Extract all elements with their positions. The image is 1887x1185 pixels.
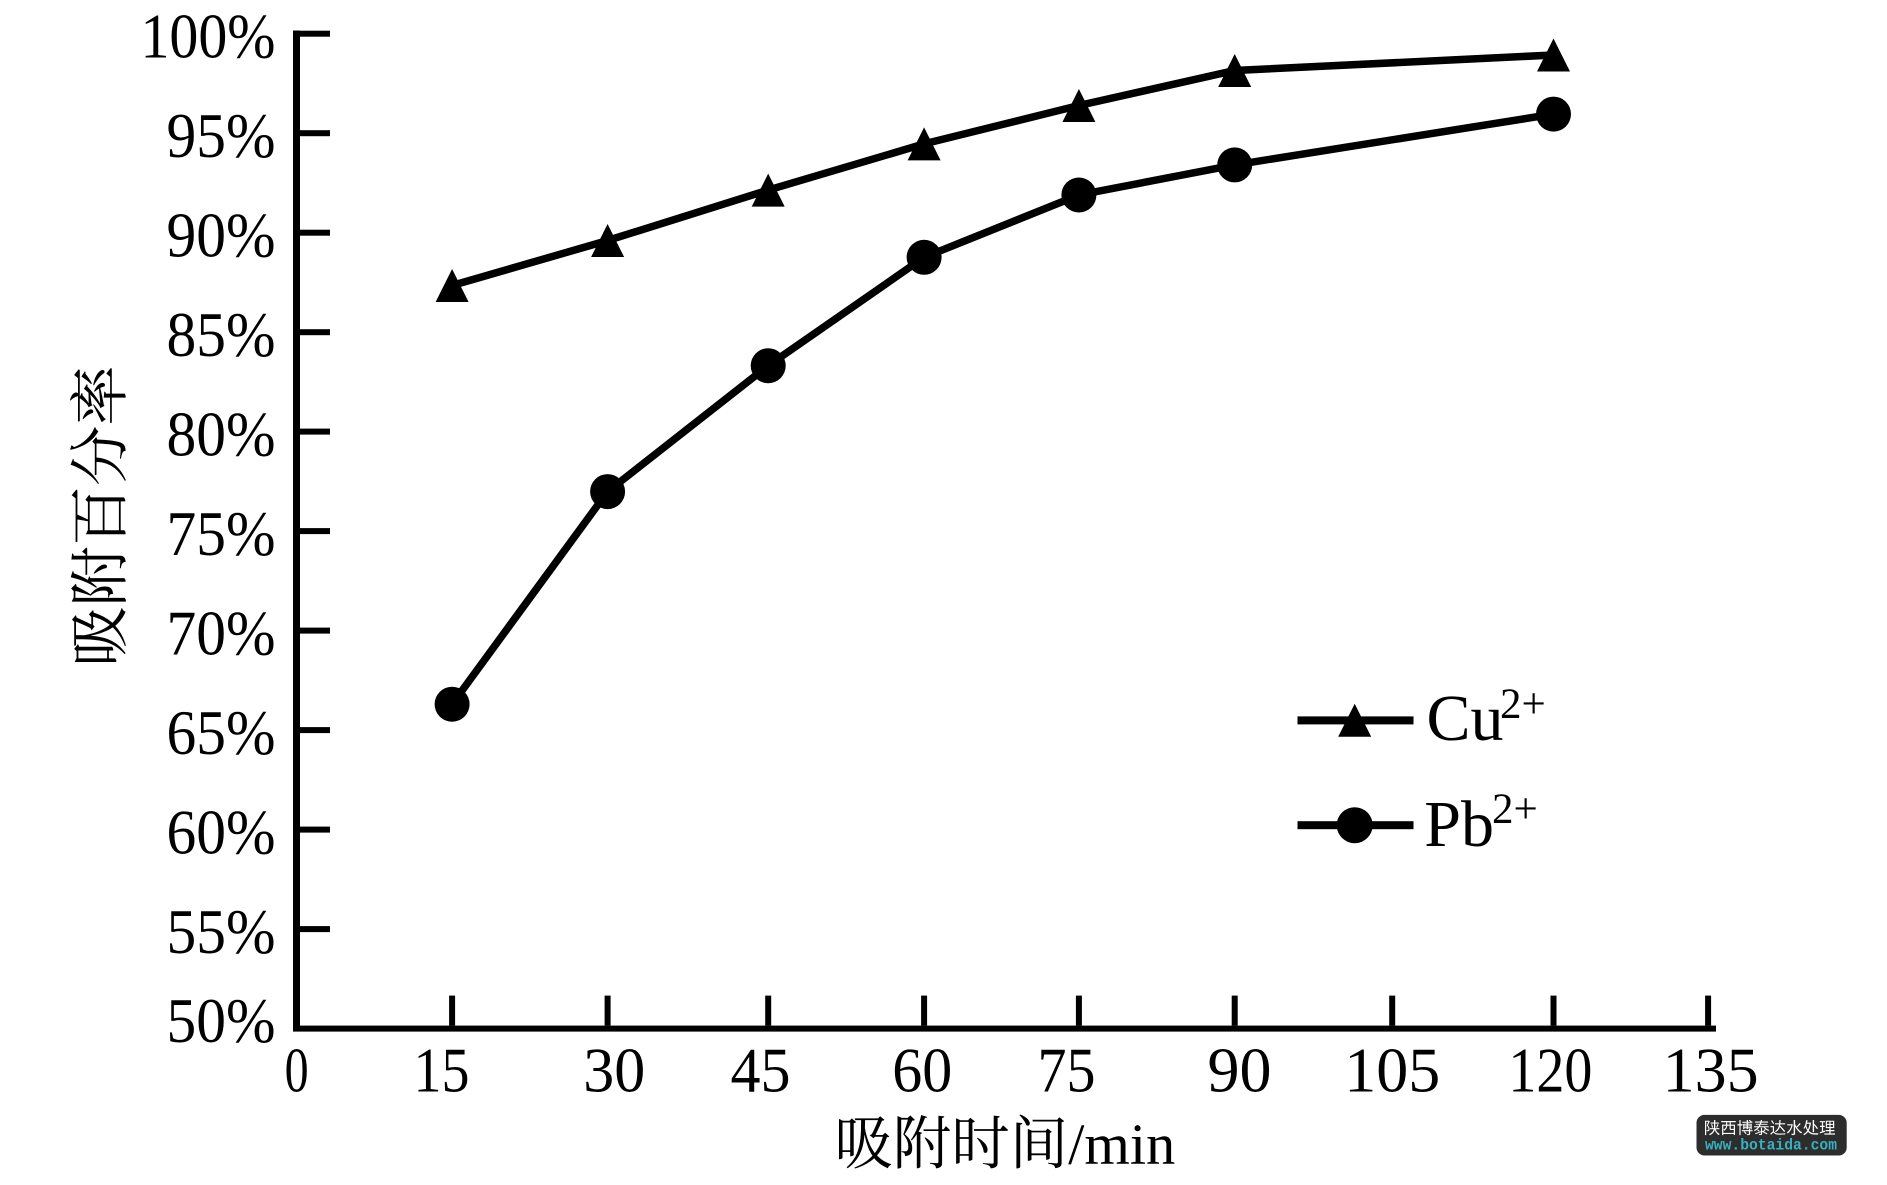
svg-text:80%: 80% <box>167 399 276 470</box>
svg-text:135: 135 <box>1663 1035 1759 1106</box>
svg-text:2+: 2+ <box>1492 786 1538 833</box>
svg-text:45: 45 <box>731 1035 791 1106</box>
svg-text:60%: 60% <box>167 797 276 868</box>
svg-text:105: 105 <box>1344 1035 1440 1106</box>
svg-text:75%: 75% <box>167 498 276 569</box>
svg-text:Pb: Pb <box>1424 788 1494 861</box>
svg-text:100%: 100% <box>141 1 276 72</box>
svg-text:15: 15 <box>414 1035 470 1106</box>
svg-text:30: 30 <box>583 1035 645 1106</box>
svg-text:www.botaida.com: www.botaida.com <box>1705 1137 1837 1155</box>
svg-text:2+: 2+ <box>1500 681 1546 728</box>
svg-text:120: 120 <box>1508 1035 1592 1106</box>
svg-text:50%: 50% <box>167 985 276 1056</box>
svg-text:75: 75 <box>1038 1035 1096 1106</box>
svg-text:65%: 65% <box>167 697 276 768</box>
svg-text:70%: 70% <box>167 598 276 669</box>
svg-text:95%: 95% <box>167 100 276 171</box>
svg-text:55%: 55% <box>167 896 276 967</box>
svg-text:0: 0 <box>285 1035 309 1106</box>
svg-text:Cu: Cu <box>1427 682 1504 755</box>
svg-text:90: 90 <box>1208 1035 1272 1106</box>
svg-text:60: 60 <box>892 1035 952 1106</box>
svg-text:90%: 90% <box>167 200 276 271</box>
svg-text:85%: 85% <box>167 299 276 370</box>
